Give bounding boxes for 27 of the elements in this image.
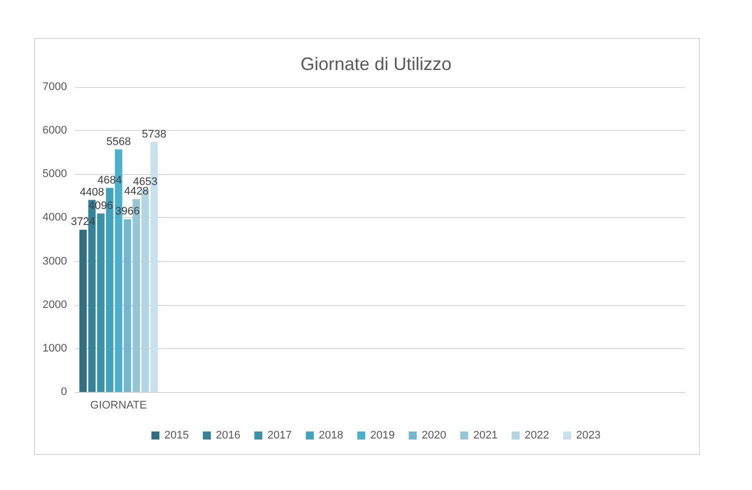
y-tick-label: 0 — [60, 386, 67, 398]
legend-label: 2016 — [216, 430, 240, 442]
legend-label: 2022 — [524, 430, 550, 442]
data-label: 4428 — [124, 186, 149, 198]
bar — [124, 219, 132, 392]
y-tick-label: 5000 — [42, 168, 67, 180]
bar — [79, 230, 87, 392]
legend-label: 2015 — [164, 430, 189, 442]
data-label: 4653 — [132, 176, 158, 188]
legend-label: 2023 — [576, 430, 601, 442]
legend-label: 2021 — [473, 430, 498, 442]
bar — [97, 214, 105, 392]
legend-label: 2019 — [370, 430, 395, 442]
legend-label: 2020 — [422, 430, 446, 442]
data-label: 5738 — [142, 128, 166, 140]
y-tick-label: 7000 — [42, 81, 67, 93]
y-tick-label: 6000 — [42, 124, 67, 137]
legend-label: 2017 — [267, 430, 292, 442]
y-tick-label: 3000 — [42, 255, 67, 268]
chart-title: Giornate di Utilizzo — [300, 54, 452, 74]
x-tick-label: GIORNATE — [90, 400, 147, 412]
data-label: 4408 — [80, 186, 104, 198]
data-label: 5568 — [106, 136, 131, 148]
y-tick-label: 4000 — [42, 212, 67, 224]
legend-label: 2018 — [318, 430, 344, 442]
y-tick-label: 1000 — [42, 342, 67, 354]
y-tick-label: 2000 — [42, 298, 67, 311]
